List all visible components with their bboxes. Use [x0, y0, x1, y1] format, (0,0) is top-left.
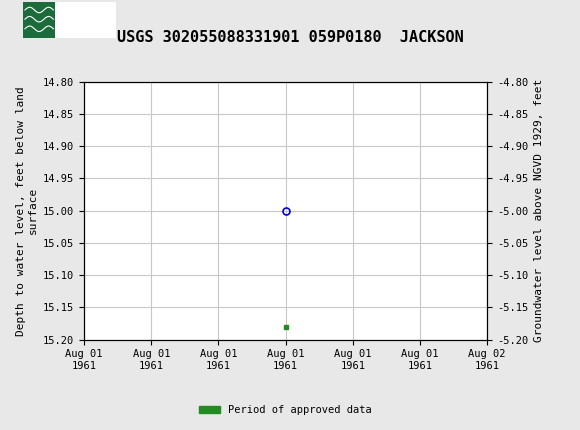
Bar — [23, 3, 116, 37]
Y-axis label: Groundwater level above NGVD 1929, feet: Groundwater level above NGVD 1929, feet — [534, 79, 543, 342]
Text: USGS 302055088331901 059P0180  JACKSON: USGS 302055088331901 059P0180 JACKSON — [117, 30, 463, 45]
Text: USGS: USGS — [62, 11, 117, 29]
Legend: Period of approved data: Period of approved data — [195, 401, 376, 420]
Bar — [23, 3, 55, 37]
Y-axis label: Depth to water level, feet below land
surface: Depth to water level, feet below land su… — [16, 86, 38, 335]
